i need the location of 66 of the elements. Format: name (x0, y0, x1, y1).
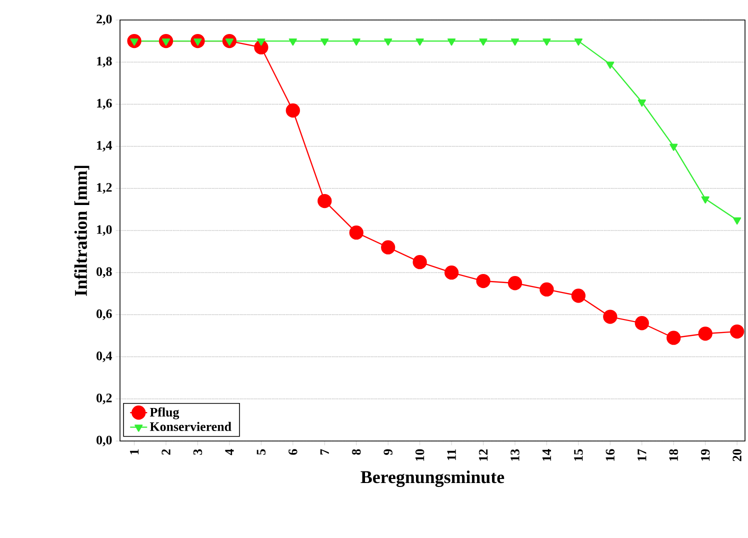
x-tick-label: 20 (732, 449, 742, 462)
x-tick-label: 17 (638, 449, 646, 461)
x-tick-label: 12 (478, 449, 488, 461)
y-tick-label: 1,2 (97, 183, 112, 194)
point (416, 38, 424, 46)
point (733, 217, 742, 225)
x-tick-label: 3 (193, 449, 202, 455)
x-axis-title: Beregnungsminute (360, 470, 504, 487)
x-tick-label: 14 (542, 449, 551, 461)
x-tick-label: 19 (700, 449, 710, 461)
point (476, 274, 490, 288)
point (510, 38, 520, 46)
point (352, 38, 360, 46)
point (412, 255, 427, 270)
x-tick-label: 11 (447, 449, 456, 460)
point (540, 282, 554, 297)
x-tick-label: 6 (288, 449, 298, 455)
y-tick-label: 1,8 (97, 56, 112, 68)
legend-label: Konservierend (150, 422, 232, 432)
y-tick-label: 2,0 (96, 14, 112, 26)
legend-label: Pflug (150, 407, 180, 420)
point (638, 100, 646, 107)
y-tick-label: 1,0 (97, 225, 112, 236)
y-tick-label: 0,4 (96, 351, 112, 362)
x-tick-label: 2 (162, 449, 170, 455)
x-tick-label: 5 (256, 449, 266, 455)
point (384, 38, 392, 46)
point (444, 266, 459, 280)
point (257, 38, 266, 46)
y-axis-title: Infiltration [mm] (74, 166, 90, 296)
y-tick-label: 1,6 (97, 98, 112, 110)
point (286, 103, 300, 118)
y-tick-label: 1,4 (97, 141, 112, 152)
point (571, 288, 586, 303)
x-tick-label: 9 (384, 449, 392, 455)
x-tick-label: 16 (606, 449, 615, 461)
x-tick-label: 8 (352, 449, 361, 455)
point (349, 226, 364, 240)
point (603, 310, 618, 324)
x-tick-label: 7 (320, 449, 329, 455)
point (381, 240, 396, 254)
point (698, 326, 712, 341)
point (447, 38, 456, 46)
point (730, 324, 744, 339)
x-tick-label: 15 (574, 449, 583, 461)
x-tick-label: 1 (130, 449, 139, 454)
y-tick-label: 0,6 (96, 309, 112, 320)
point (508, 276, 522, 290)
y-tick-label: 0,2 (96, 394, 112, 404)
point (606, 62, 614, 69)
point (542, 38, 551, 46)
point (479, 38, 488, 46)
y-tick-label: 0,8 (96, 267, 112, 278)
point (634, 316, 649, 330)
x-tick-label: 10 (415, 449, 424, 461)
point (318, 194, 332, 208)
point (701, 196, 710, 204)
x-tick-label: 18 (669, 449, 678, 461)
y-tick-label: 0,0 (96, 436, 112, 446)
x-tick-label: 4 (225, 449, 234, 456)
point (574, 38, 582, 46)
point (288, 38, 297, 46)
point (320, 38, 329, 46)
point (666, 330, 681, 345)
point (670, 144, 678, 151)
x-tick-label: 13 (510, 449, 520, 461)
